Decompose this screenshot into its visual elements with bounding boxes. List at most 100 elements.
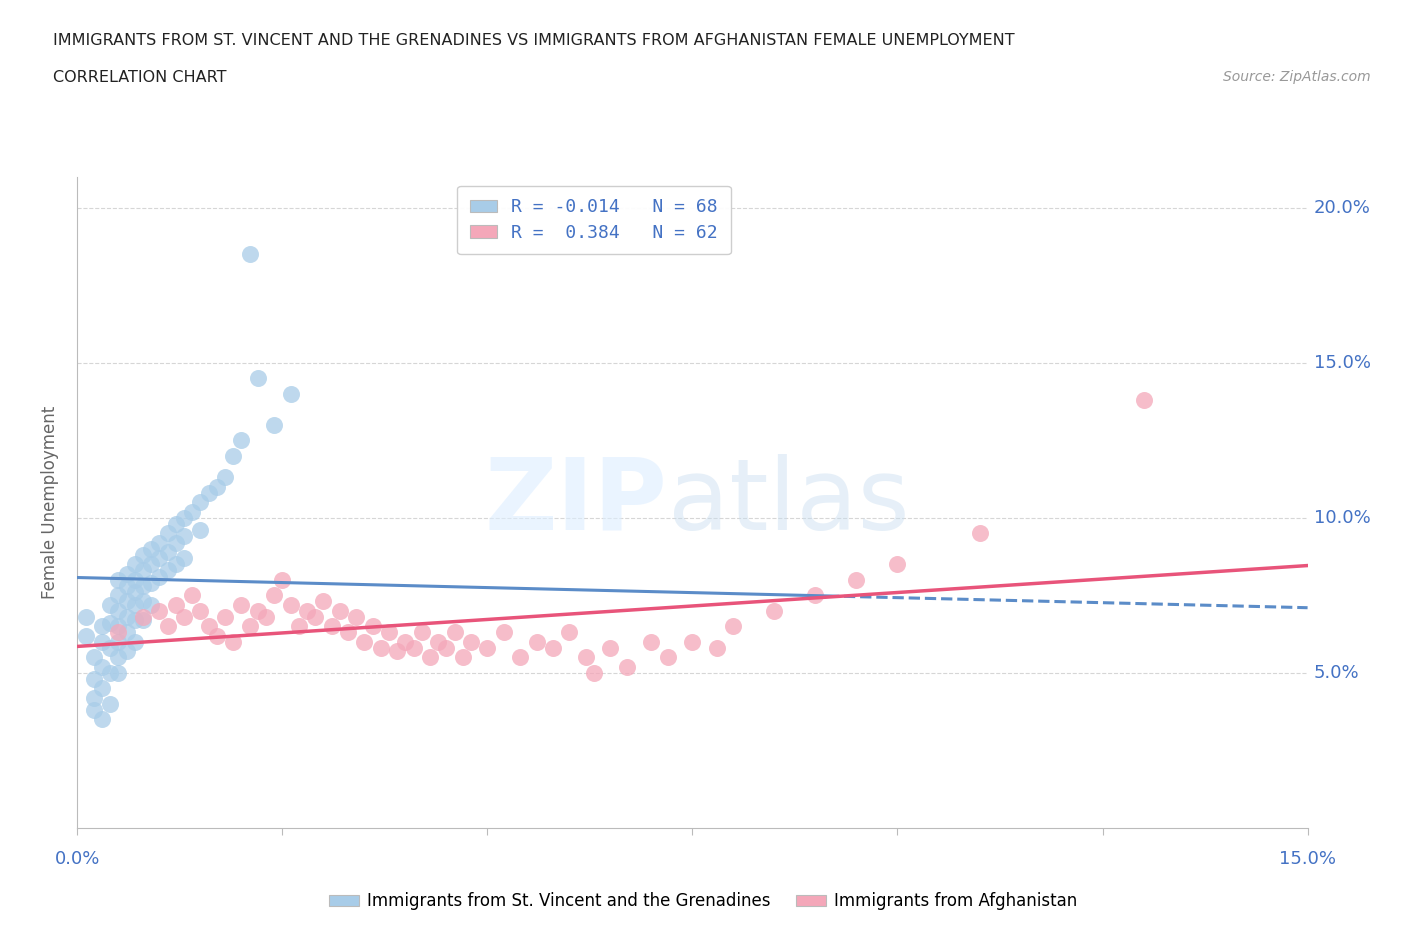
Point: [254, 609, 277, 624]
Text: 20.0%: 20.0%: [1313, 199, 1371, 217]
Point: [148, 569, 170, 584]
Point: [165, 557, 187, 572]
Point: [583, 665, 606, 680]
Point: [115, 609, 138, 624]
Point: [132, 548, 155, 563]
Point: [173, 551, 195, 565]
Point: [165, 597, 187, 612]
Point: [599, 641, 621, 656]
Point: [156, 563, 179, 578]
Point: [682, 634, 704, 649]
Text: ZIP: ZIP: [485, 454, 668, 551]
Point: [239, 246, 262, 261]
Point: [271, 572, 294, 587]
Point: [477, 641, 499, 656]
Point: [214, 470, 236, 485]
Point: [295, 604, 318, 618]
Text: IMMIGRANTS FROM ST. VINCENT AND THE GRENADINES VS IMMIGRANTS FROM AFGHANISTAN FE: IMMIGRANTS FROM ST. VINCENT AND THE GREN…: [53, 33, 1015, 47]
Point: [460, 634, 482, 649]
Point: [90, 659, 114, 674]
Point: [90, 681, 114, 696]
Point: [107, 604, 129, 618]
Point: [763, 604, 786, 618]
Point: [90, 618, 114, 633]
Point: [436, 641, 458, 656]
Point: [132, 594, 155, 609]
Point: [886, 557, 908, 572]
Point: [443, 625, 465, 640]
Point: [361, 618, 384, 633]
Point: [321, 618, 343, 633]
Point: [132, 578, 155, 593]
Point: [115, 578, 138, 593]
Point: [115, 594, 138, 609]
Point: [329, 604, 352, 618]
Point: [616, 659, 638, 674]
Point: [156, 618, 179, 633]
Text: 5.0%: 5.0%: [1313, 664, 1360, 682]
Point: [107, 625, 129, 640]
Point: [83, 702, 105, 717]
Legend: Immigrants from St. Vincent and the Grenadines, Immigrants from Afghanistan: Immigrants from St. Vincent and the Gren…: [322, 885, 1084, 917]
Point: [115, 644, 138, 658]
Text: 0.0%: 0.0%: [55, 850, 100, 869]
Point: [141, 541, 163, 556]
Point: [90, 634, 114, 649]
Point: [280, 597, 302, 612]
Point: [107, 572, 129, 587]
Point: [205, 628, 228, 643]
Point: [132, 613, 155, 628]
Point: [173, 511, 195, 525]
Point: [148, 551, 170, 565]
Point: [280, 386, 302, 401]
Point: [1132, 392, 1154, 407]
Point: [197, 485, 219, 500]
Point: [231, 597, 253, 612]
Point: [353, 634, 375, 649]
Text: Source: ZipAtlas.com: Source: ZipAtlas.com: [1223, 70, 1371, 84]
Point: [402, 641, 425, 656]
Point: [173, 609, 195, 624]
Point: [188, 523, 212, 538]
Point: [509, 650, 531, 665]
Point: [246, 604, 269, 618]
Point: [107, 634, 129, 649]
Point: [124, 597, 146, 612]
Point: [706, 641, 728, 656]
Point: [107, 650, 129, 665]
Point: [337, 625, 360, 640]
Point: [385, 644, 409, 658]
Point: [304, 609, 326, 624]
Point: [115, 625, 138, 640]
Point: [427, 634, 450, 649]
Point: [197, 618, 219, 633]
Point: [98, 616, 121, 631]
Point: [98, 697, 121, 711]
Point: [222, 634, 245, 649]
Point: [75, 628, 97, 643]
Point: [181, 588, 204, 603]
Point: [526, 634, 548, 649]
Point: [132, 609, 155, 624]
Point: [83, 650, 105, 665]
Point: [188, 495, 212, 510]
Point: [541, 641, 564, 656]
Point: [222, 448, 245, 463]
Point: [263, 588, 285, 603]
Point: [107, 665, 129, 680]
Point: [156, 525, 179, 540]
Point: [845, 572, 868, 587]
Point: [411, 625, 433, 640]
Point: [107, 618, 129, 633]
Point: [115, 566, 138, 581]
Point: [246, 371, 269, 386]
Point: [804, 588, 827, 603]
Point: [640, 634, 662, 649]
Point: [344, 609, 367, 624]
Point: [451, 650, 474, 665]
Point: [492, 625, 515, 640]
Legend: R = -0.014   N = 68, R =  0.384   N = 62: R = -0.014 N = 68, R = 0.384 N = 62: [457, 186, 731, 254]
Point: [181, 504, 204, 519]
Point: [165, 535, 187, 550]
Point: [723, 618, 745, 633]
